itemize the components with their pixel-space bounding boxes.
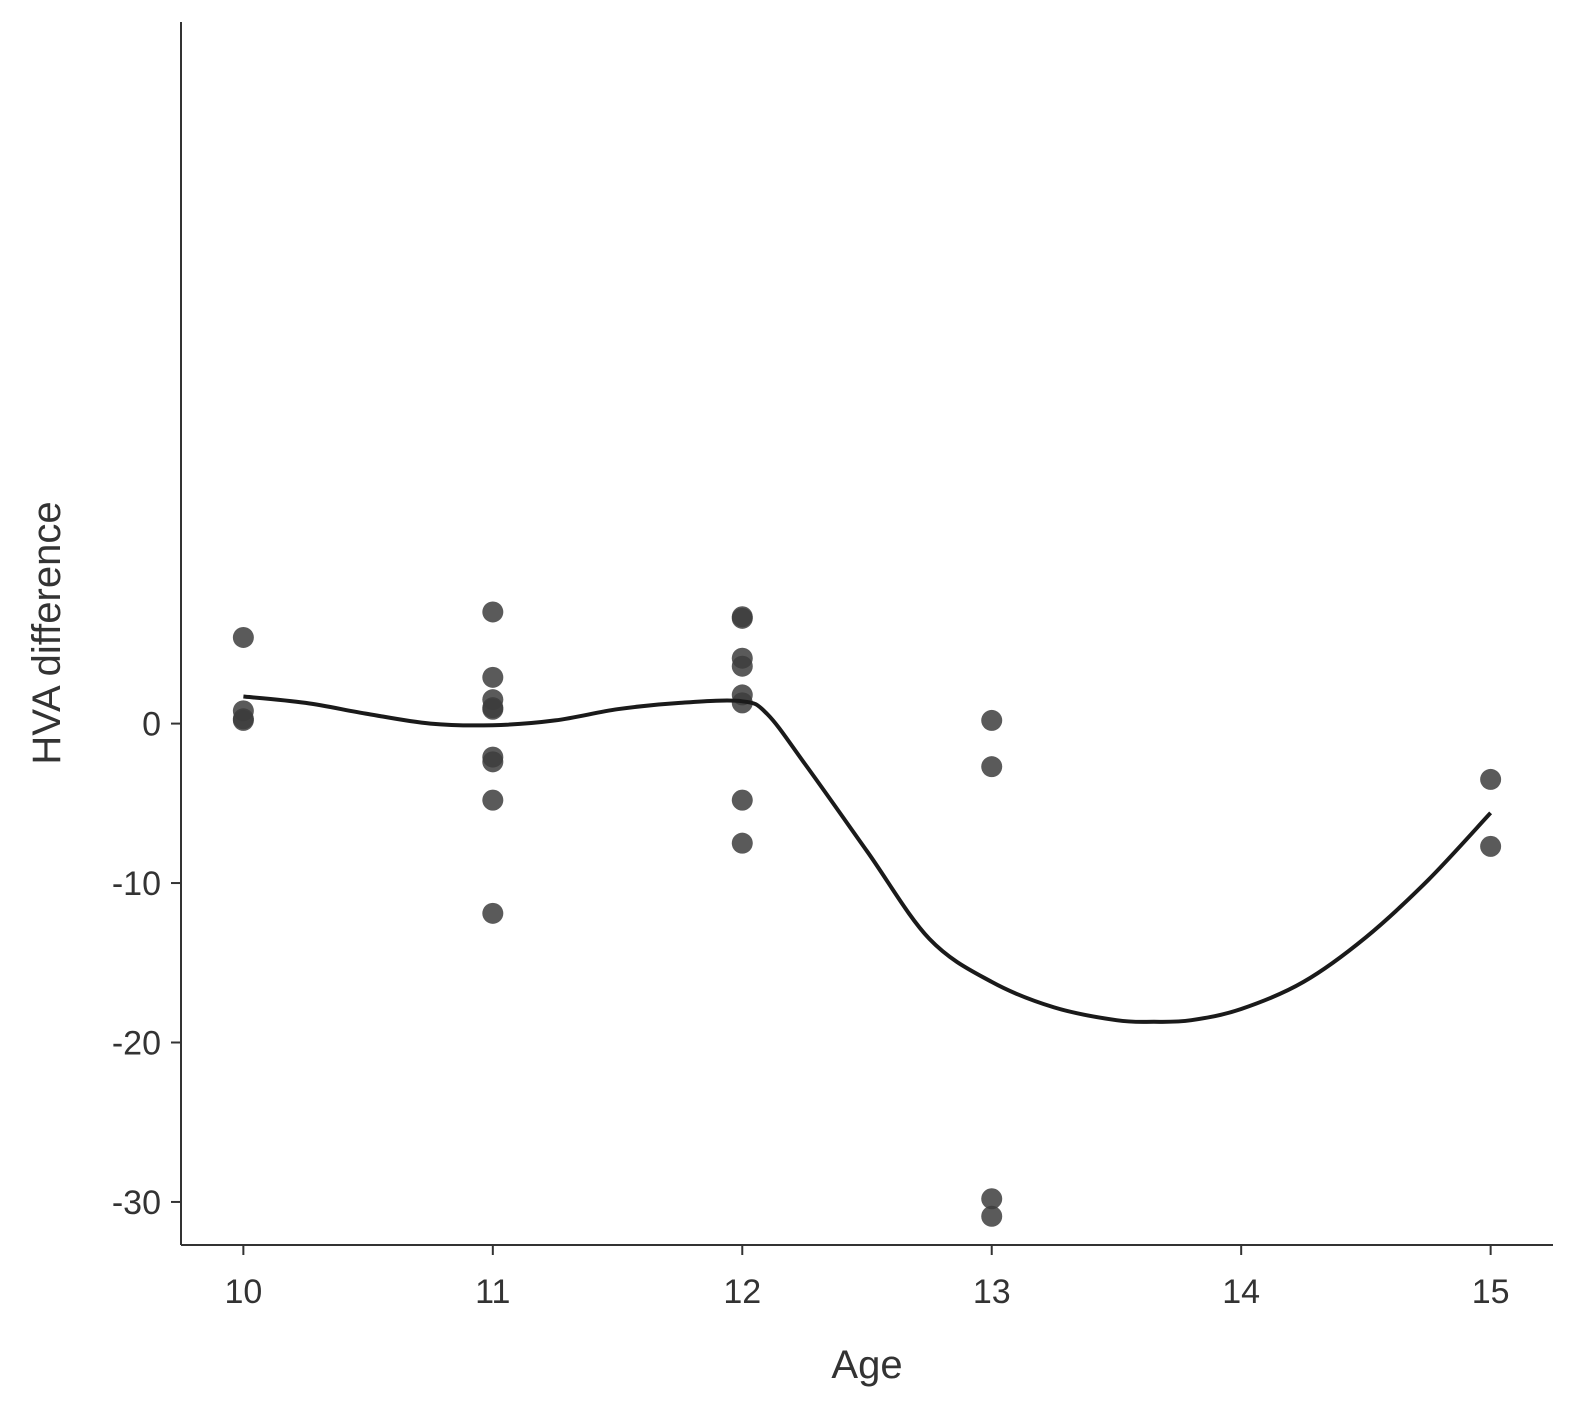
- data-point: [981, 1188, 1003, 1210]
- data-point: [981, 756, 1003, 778]
- points-layer: [232, 601, 1502, 1227]
- y-tick-label: -30: [112, 1184, 161, 1222]
- y-tick-label: -20: [112, 1024, 161, 1062]
- x-tick-label: 10: [224, 1273, 262, 1311]
- data-point: [731, 655, 753, 677]
- data-point: [482, 601, 504, 623]
- y-axis-title: HVA difference: [25, 501, 69, 764]
- data-point: [482, 698, 504, 720]
- data-point: [482, 666, 504, 688]
- data-point: [731, 607, 753, 629]
- data-point: [232, 626, 254, 648]
- data-point: [482, 789, 504, 811]
- data-point: [1480, 835, 1502, 857]
- data-point: [981, 1205, 1003, 1227]
- smooth-trend-line: [243, 694, 1493, 1024]
- data-point: [731, 832, 753, 854]
- y-axis-ticks: 0 -10 -20 -30: [112, 706, 181, 1222]
- data-point: [731, 789, 753, 811]
- x-tick-label: 11: [475, 1273, 510, 1311]
- data-point: [482, 751, 504, 773]
- y-tick-label: 0: [142, 706, 161, 744]
- data-point: [1480, 768, 1502, 790]
- x-axis-ticks: 10 11 12 13 14 15: [224, 1245, 1510, 1311]
- x-tick-label: 15: [1472, 1273, 1510, 1311]
- data-point: [981, 709, 1003, 731]
- data-point: [482, 902, 504, 924]
- data-point: [232, 709, 254, 731]
- x-tick-label: 14: [1222, 1273, 1260, 1311]
- x-tick-label: 12: [723, 1273, 761, 1311]
- x-axis-title: Age: [831, 1343, 902, 1387]
- x-tick-label: 13: [973, 1273, 1011, 1311]
- y-tick-label: -10: [112, 865, 161, 903]
